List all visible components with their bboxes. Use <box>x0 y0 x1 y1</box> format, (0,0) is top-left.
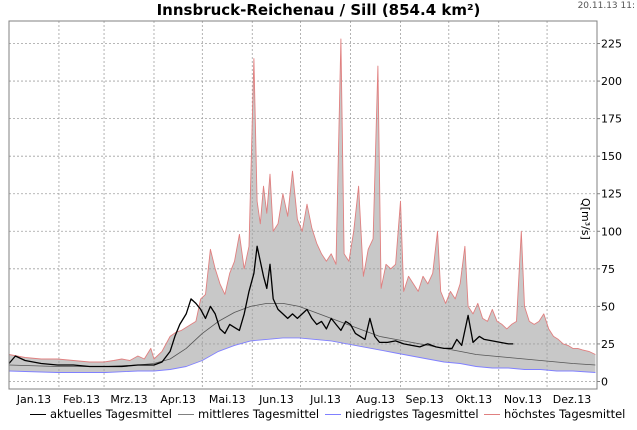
x-tick-label-2: Mrz.13 <box>110 393 147 406</box>
legend-item-min: niedrigstes Tagesmittel <box>325 407 479 421</box>
min-max-band <box>9 39 596 373</box>
x-tick-label-4: Mai.13 <box>209 393 246 406</box>
y-axis-label: Q[m³/s] <box>579 198 592 240</box>
series-line-max <box>8 38 596 363</box>
x-tick-label-9: Okt.13 <box>455 393 492 406</box>
legend-swatch-max <box>484 413 500 415</box>
chart-title: Innsbruck-Reichenau / Sill (854.4 km²) <box>156 1 481 19</box>
y-tick-label-225: 225 <box>601 38 622 51</box>
y-tick-label-125: 125 <box>601 188 622 201</box>
y-tick-label-50: 50 <box>601 300 615 313</box>
legend-item-max: höchstes Tagesmittel <box>484 407 625 421</box>
legend-label-actual: aktuelles Tagesmittel <box>50 407 172 421</box>
y-tick-label-75: 75 <box>601 263 615 276</box>
x-tick-label-10: Nov.13 <box>504 393 542 406</box>
x-tick-label-7: Aug.13 <box>356 393 395 406</box>
timestamp: 20.11.13 11: <box>577 1 635 11</box>
series-line-mean <box>8 302 596 367</box>
x-tick-label-0: Jan.13 <box>16 393 51 406</box>
x-tick-label-1: Feb.13 <box>63 393 100 406</box>
y-tick-label-25: 25 <box>601 338 615 351</box>
x-tick-label-6: Jul.13 <box>309 393 341 406</box>
legend-label-min: niedrigstes Tagesmittel <box>345 407 479 421</box>
legend-label-max: höchstes Tagesmittel <box>504 407 626 421</box>
y-tick-label-200: 200 <box>601 75 622 88</box>
legend-item-actual: aktuelles Tagesmittel <box>30 407 172 421</box>
legend-swatch-mean <box>178 413 194 415</box>
x-tick-label-11: Dez.13 <box>553 393 592 406</box>
series-line-actual <box>8 245 514 368</box>
x-tick-label-3: Apr.13 <box>160 393 196 406</box>
y-tick-label-0: 0 <box>601 375 608 388</box>
legend-swatch-min <box>325 413 341 415</box>
x-tick-label-5: Jun.13 <box>258 393 294 406</box>
y-tick-label-150: 150 <box>601 150 622 163</box>
legend-item-mean: mittleres Tagesmittel <box>178 407 319 421</box>
plot-frame <box>8 20 598 390</box>
y-tick-label-175: 175 <box>601 113 622 126</box>
legend-swatch-actual <box>30 413 46 415</box>
legend: aktuelles Tagesmittel mittleres Tagesmit… <box>0 407 637 427</box>
y-tick-label-100: 100 <box>601 225 622 238</box>
legend-label-mean: mittleres Tagesmittel <box>198 407 320 421</box>
x-tick-label-8: Sep.13 <box>406 393 444 406</box>
series-line-min <box>8 337 596 373</box>
